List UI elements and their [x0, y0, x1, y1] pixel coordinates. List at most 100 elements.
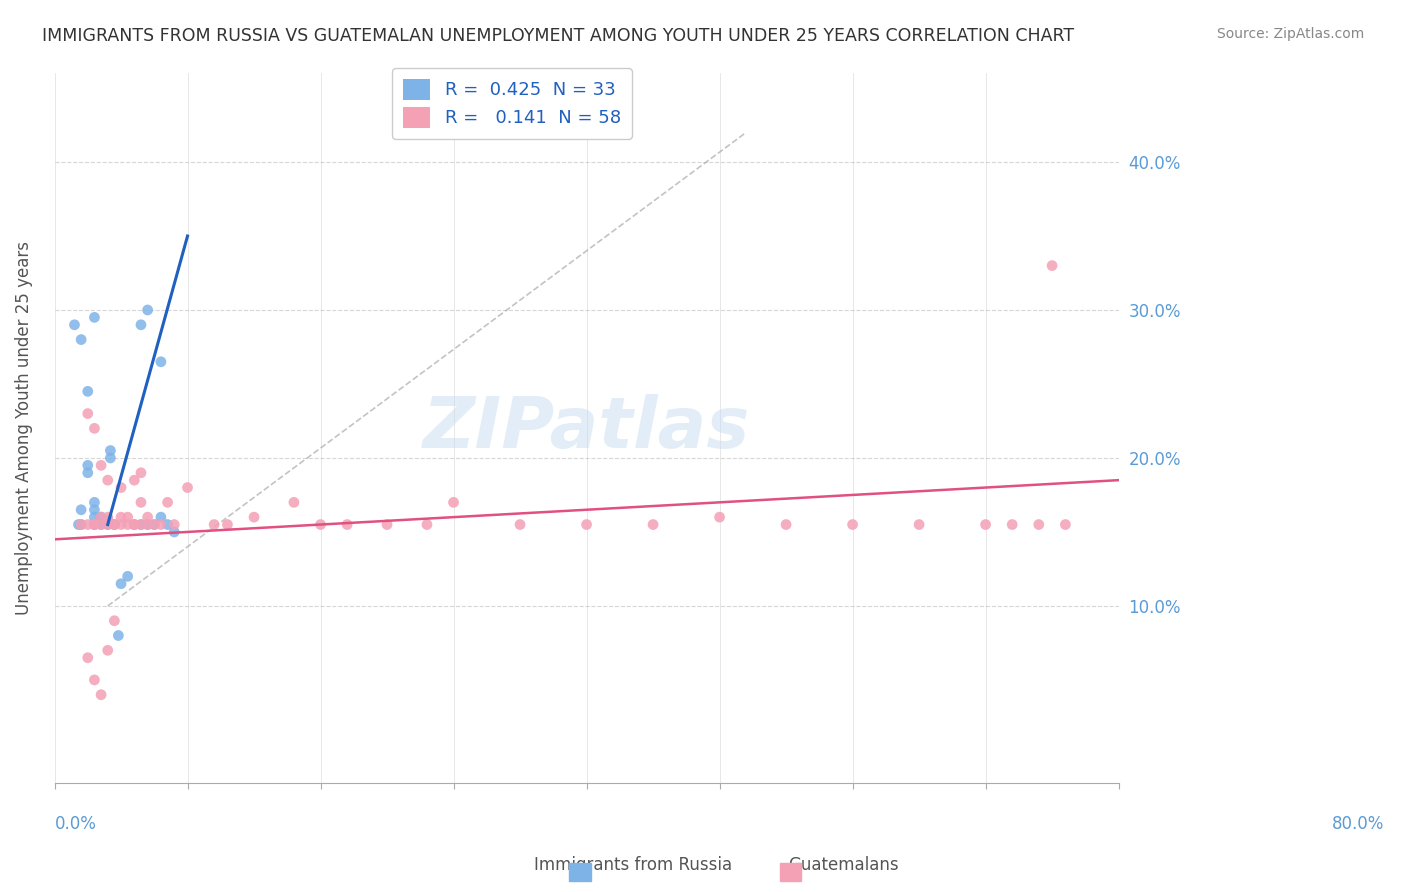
Text: 0.0%: 0.0% — [55, 815, 97, 833]
Point — [76, 466, 98, 480]
Point — [124, 473, 146, 487]
Point — [117, 510, 139, 524]
Point — [70, 517, 93, 532]
Point — [117, 569, 139, 583]
Legend: R =  0.425  N = 33, R =   0.141  N = 58: R = 0.425 N = 33, R = 0.141 N = 58 — [392, 68, 631, 138]
Text: ZIPatlas: ZIPatlas — [423, 394, 751, 463]
Point — [375, 517, 398, 532]
Point — [97, 473, 120, 487]
Point — [97, 510, 120, 524]
Point — [107, 628, 129, 642]
Point — [90, 517, 112, 532]
Text: Immigrants from Russia: Immigrants from Russia — [534, 856, 731, 874]
Text: Guatemalans: Guatemalans — [789, 856, 898, 874]
Point — [83, 502, 105, 516]
Point — [575, 517, 598, 532]
Point — [709, 510, 731, 524]
Point — [143, 517, 166, 532]
Point — [974, 517, 997, 532]
Point — [90, 458, 112, 473]
Point — [103, 517, 125, 532]
Point — [70, 502, 93, 516]
Point — [129, 517, 152, 532]
Point — [243, 510, 266, 524]
Point — [841, 517, 863, 532]
Point — [70, 333, 93, 347]
Point — [309, 517, 332, 532]
Point — [129, 495, 152, 509]
Point — [129, 517, 152, 532]
Point — [156, 495, 179, 509]
Text: 80.0%: 80.0% — [1333, 815, 1385, 833]
Point — [908, 517, 931, 532]
Point — [117, 517, 139, 532]
Point — [67, 517, 90, 532]
Point — [1054, 517, 1077, 532]
Point — [83, 495, 105, 509]
Point — [90, 510, 112, 524]
Point — [163, 524, 186, 539]
Point — [76, 650, 98, 665]
Point — [110, 517, 132, 532]
Point — [136, 303, 159, 318]
Point — [97, 643, 120, 657]
Point — [149, 510, 172, 524]
Point — [103, 517, 125, 532]
Point — [83, 517, 105, 532]
Point — [76, 517, 98, 532]
Point — [1040, 259, 1063, 273]
Point — [217, 517, 239, 532]
Point — [76, 384, 98, 399]
Point — [110, 510, 132, 524]
Point — [509, 517, 531, 532]
Point — [641, 517, 664, 532]
Point — [83, 517, 105, 532]
Point — [163, 517, 186, 532]
Point — [76, 458, 98, 473]
Point — [97, 517, 120, 532]
Point — [1028, 517, 1050, 532]
Point — [90, 517, 112, 532]
Point — [110, 481, 132, 495]
Point — [97, 517, 120, 532]
Point — [283, 495, 305, 509]
Point — [124, 517, 146, 532]
Point — [149, 355, 172, 369]
Point — [124, 517, 146, 532]
Point — [136, 510, 159, 524]
Point — [90, 510, 112, 524]
Point — [202, 517, 225, 532]
Point — [129, 318, 152, 332]
Point — [103, 517, 125, 532]
Point — [97, 513, 120, 527]
Point — [83, 421, 105, 435]
Point — [76, 407, 98, 421]
Point — [149, 517, 172, 532]
Y-axis label: Unemployment Among Youth under 25 years: Unemployment Among Youth under 25 years — [15, 242, 32, 615]
Text: IMMIGRANTS FROM RUSSIA VS GUATEMALAN UNEMPLOYMENT AMONG YOUTH UNDER 25 YEARS COR: IMMIGRANTS FROM RUSSIA VS GUATEMALAN UNE… — [42, 27, 1074, 45]
Point — [83, 517, 105, 532]
Point — [143, 517, 166, 532]
Point — [136, 517, 159, 532]
Point — [83, 310, 105, 325]
Point — [110, 576, 132, 591]
Point — [70, 517, 93, 532]
Point — [416, 517, 439, 532]
Point — [129, 466, 152, 480]
Point — [103, 614, 125, 628]
Point — [336, 517, 359, 532]
Point — [100, 443, 122, 458]
Point — [83, 673, 105, 687]
Point — [1001, 517, 1024, 532]
Point — [443, 495, 465, 509]
Point — [90, 688, 112, 702]
Text: Source: ZipAtlas.com: Source: ZipAtlas.com — [1216, 27, 1364, 41]
Point — [83, 510, 105, 524]
Point — [100, 450, 122, 465]
Point — [156, 517, 179, 532]
Point — [136, 517, 159, 532]
Point — [124, 517, 146, 532]
Point — [176, 481, 198, 495]
Point — [63, 318, 86, 332]
Point — [775, 517, 797, 532]
